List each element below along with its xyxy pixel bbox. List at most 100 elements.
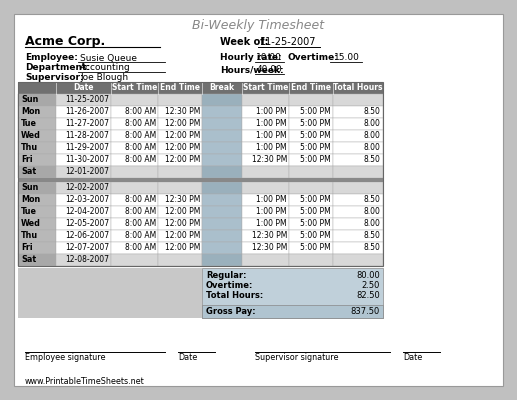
Text: 5:00 PM: 5:00 PM	[300, 132, 331, 140]
Text: 1:00 PM: 1:00 PM	[256, 120, 287, 128]
Text: 1:00 PM: 1:00 PM	[256, 108, 287, 116]
Text: 8.50: 8.50	[363, 196, 380, 204]
Text: 11-25-2007: 11-25-2007	[65, 96, 109, 104]
Bar	[289, 218, 333, 230]
Bar	[202, 194, 242, 206]
Bar	[202, 305, 383, 318]
Bar	[18, 230, 56, 242]
Text: 11-25-2007: 11-25-2007	[260, 37, 316, 47]
Bar	[289, 206, 333, 218]
Text: End Time: End Time	[160, 84, 200, 92]
Bar	[158, 106, 202, 118]
Bar	[18, 268, 202, 318]
Bar	[111, 194, 158, 206]
Bar	[111, 182, 158, 194]
Bar	[158, 254, 202, 266]
Text: 8:00 AM: 8:00 AM	[125, 220, 156, 228]
Bar	[111, 94, 158, 106]
Bar	[242, 254, 289, 266]
Text: Date: Date	[403, 352, 422, 362]
Text: End Time: End Time	[291, 84, 331, 92]
Text: 12:00 PM: 12:00 PM	[164, 132, 200, 140]
Bar	[202, 230, 242, 242]
Bar	[333, 118, 383, 130]
Text: Hourly rate:: Hourly rate:	[220, 54, 282, 62]
Text: 11-28-2007: 11-28-2007	[65, 132, 109, 140]
Text: 12:30 PM: 12:30 PM	[252, 156, 287, 164]
Bar	[289, 182, 333, 194]
Text: 12:00 PM: 12:00 PM	[164, 156, 200, 164]
Text: Tue: Tue	[21, 208, 37, 216]
Bar	[333, 206, 383, 218]
Text: Gross Pay:: Gross Pay:	[206, 306, 255, 316]
Bar	[18, 82, 383, 266]
Text: 1:00 PM: 1:00 PM	[256, 208, 287, 216]
Bar	[158, 130, 202, 142]
Text: 12-04-2007: 12-04-2007	[65, 208, 109, 216]
Text: 1:00 PM: 1:00 PM	[256, 196, 287, 204]
Bar	[111, 218, 158, 230]
Bar	[56, 118, 111, 130]
Bar	[56, 206, 111, 218]
Text: 8:00 AM: 8:00 AM	[125, 208, 156, 216]
Text: 12:30 PM: 12:30 PM	[252, 232, 287, 240]
Bar	[289, 154, 333, 166]
Bar	[289, 94, 333, 106]
Bar	[56, 194, 111, 206]
Text: 12:00 PM: 12:00 PM	[164, 144, 200, 152]
Bar	[289, 118, 333, 130]
Bar	[158, 182, 202, 194]
Bar	[158, 94, 202, 106]
Bar	[56, 218, 111, 230]
Text: 12:30 PM: 12:30 PM	[252, 244, 287, 252]
Bar	[111, 242, 158, 254]
Bar	[111, 206, 158, 218]
Bar	[18, 118, 56, 130]
Bar	[158, 142, 202, 154]
Text: Hours/week:: Hours/week:	[220, 66, 284, 74]
Bar	[242, 206, 289, 218]
Text: 11-27-2007: 11-27-2007	[65, 120, 109, 128]
Text: 12-02-2007: 12-02-2007	[65, 184, 109, 192]
Text: 11-29-2007: 11-29-2007	[65, 144, 109, 152]
Bar	[202, 130, 242, 142]
Text: 8:00 AM: 8:00 AM	[125, 144, 156, 152]
Bar	[289, 106, 333, 118]
Text: 12:30 PM: 12:30 PM	[164, 108, 200, 116]
Text: 8.00: 8.00	[363, 132, 380, 140]
Text: 1:00 PM: 1:00 PM	[256, 144, 287, 152]
Bar	[333, 230, 383, 242]
Text: 2.50: 2.50	[361, 282, 380, 290]
Text: 82.50: 82.50	[356, 292, 380, 300]
Bar	[111, 230, 158, 242]
Text: Fri: Fri	[21, 156, 33, 164]
Bar	[56, 154, 111, 166]
Bar	[56, 106, 111, 118]
Bar	[111, 254, 158, 266]
Text: 12-03-2007: 12-03-2007	[65, 196, 109, 204]
Text: 12:00 PM: 12:00 PM	[164, 208, 200, 216]
Text: Supervisor:: Supervisor:	[25, 74, 84, 82]
Bar	[242, 154, 289, 166]
Text: 8.00: 8.00	[363, 120, 380, 128]
Bar	[56, 94, 111, 106]
Text: 12-07-2007: 12-07-2007	[65, 244, 109, 252]
Text: Date: Date	[178, 352, 197, 362]
Text: 8.00: 8.00	[363, 220, 380, 228]
Text: Wed: Wed	[21, 220, 41, 228]
Bar	[242, 218, 289, 230]
Bar	[158, 118, 202, 130]
Bar	[158, 230, 202, 242]
Text: Thu: Thu	[21, 232, 38, 240]
Bar	[56, 230, 111, 242]
Text: Susie Queue: Susie Queue	[80, 54, 137, 62]
Text: 8.50: 8.50	[363, 156, 380, 164]
Bar	[111, 154, 158, 166]
Text: 40.00: 40.00	[256, 66, 282, 74]
Bar	[289, 254, 333, 266]
Text: Overtime:: Overtime:	[288, 54, 339, 62]
Text: 8:00 AM: 8:00 AM	[125, 232, 156, 240]
Bar	[56, 130, 111, 142]
Bar	[289, 242, 333, 254]
Bar	[56, 242, 111, 254]
